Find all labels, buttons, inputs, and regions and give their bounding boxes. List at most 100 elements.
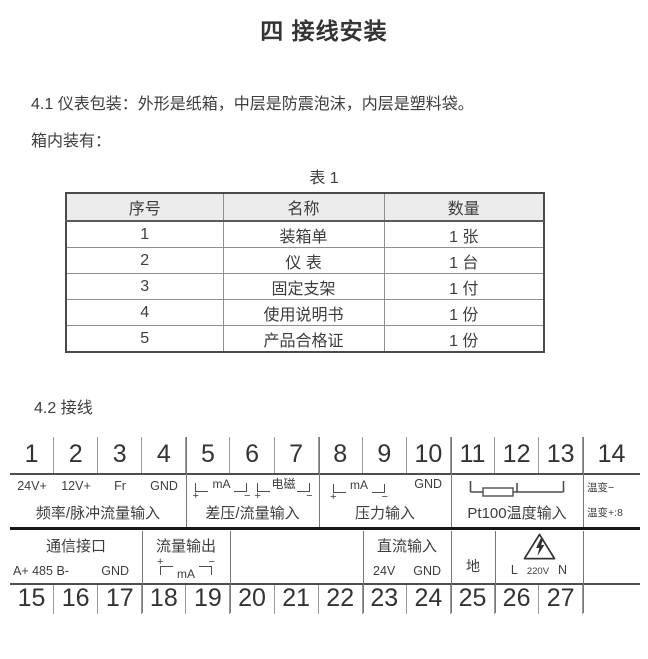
group-earth: 地: [451, 531, 495, 583]
corner-stroke: [160, 566, 173, 575]
header-quantity: 数量: [383, 192, 545, 222]
group-divider: [451, 437, 453, 527]
terminal-number: 20: [230, 584, 275, 614]
high-voltage-warning-icon: [523, 533, 555, 560]
voltage-label: 220V: [526, 566, 550, 577]
group-label: 差压/流量输入: [205, 505, 300, 522]
rs485-pins-label: A+ 485 B-: [13, 564, 69, 578]
group-divider: [583, 437, 585, 527]
table-cell: 5: [65, 325, 224, 353]
terminal-number: 24: [407, 584, 451, 614]
table-row: 3 固定支架 1 付: [65, 273, 545, 300]
group-pt100-input: Pt100温度输入: [451, 476, 583, 527]
plus-sign: +: [157, 556, 164, 568]
minus-sign: −: [306, 490, 313, 502]
terminal-number: 18: [142, 584, 187, 614]
gnd-pin-label: GND: [414, 477, 442, 491]
table-row: 5 产品合格证 1 份: [65, 325, 545, 353]
table-caption: 表 1: [309, 170, 339, 187]
terminal-number: 26: [495, 584, 540, 614]
group-label: 直流输入: [376, 538, 437, 555]
terminal-number: 19: [186, 584, 231, 614]
ma-label: mA: [350, 478, 368, 492]
ma-polarity-symbol: mA + −: [330, 478, 388, 503]
terminal-number: 5: [186, 437, 231, 473]
terminal-number: 2: [54, 437, 99, 473]
column-14-labels: 温变− 温变+:8: [583, 475, 640, 527]
ac-pin-row: L 220V N: [511, 563, 567, 577]
group-divider: [186, 437, 188, 527]
neutral-pin-label: N: [558, 563, 568, 577]
half-separator-line: [10, 527, 640, 530]
table-cell: 装箱单: [222, 220, 385, 248]
terminal-number: 10: [407, 437, 451, 473]
divider-line: [10, 473, 640, 475]
group-divider: [319, 437, 321, 527]
table-cell: 3: [65, 273, 224, 300]
packing-list-table: 序号 名称 数量 1 装箱单 1 张 2 仪 表 1 台 3 固定支架 1 付: [65, 192, 545, 353]
corner-stroke: [333, 484, 346, 493]
table-cell: 使用说明书: [222, 299, 385, 326]
table-cell: 1 份: [383, 325, 545, 353]
table-row: 1 装箱单 1 张: [65, 220, 545, 248]
header-serial: 序号: [65, 192, 224, 222]
ma-label: mA: [212, 477, 231, 491]
symbol-row: mA + − GND: [319, 476, 451, 503]
table-cell: 1 台: [383, 247, 545, 274]
gnd-pin-label: GND: [101, 564, 129, 578]
ma-label: mA: [177, 567, 195, 581]
table-cell: 1 付: [383, 273, 545, 300]
table-cell: 1: [65, 220, 224, 248]
packing-description-text: 4.1 仪表包装：外形是纸箱，中层是防震泡沫，内层是塑料袋。: [31, 96, 474, 113]
terminal-number: 21: [275, 584, 319, 614]
group-label: Pt100温度输入: [467, 505, 567, 522]
terminal-number: 25: [451, 584, 496, 614]
terminal-number: 9: [363, 437, 407, 473]
group-divider: [451, 531, 453, 613]
terminal-number: 14: [597, 440, 626, 468]
group-divider: [230, 531, 232, 613]
terminal-number: 3: [98, 437, 143, 473]
earth-label: 地: [466, 558, 480, 574]
top-terminal-number-row: 1 2 3 4 5 6 7 8 9 10 11 12 13 14: [10, 437, 640, 473]
group-dc-input: 直流输入 24V GND: [363, 531, 451, 583]
terminal-number: 6: [230, 437, 275, 473]
terminal-wiring-diagram: 1 2 3 4 5 6 7 8 9 10 11 12 13 14: [10, 437, 640, 619]
corner-stroke: [296, 483, 310, 492]
group-label: 频率/脉冲流量输入: [35, 505, 161, 522]
table-cell: 2: [65, 247, 224, 274]
terminal-number: 16: [54, 584, 99, 614]
group-divider: [142, 531, 144, 613]
group-divider: [495, 531, 497, 613]
empty-terminal-cell: [583, 585, 640, 614]
divider-line: [10, 583, 640, 585]
pin-label: Fr: [114, 479, 126, 493]
ma-polarity-symbol: mA + −: [192, 477, 250, 502]
table-cell: 产品合格证: [222, 325, 385, 353]
plus-sign: +: [330, 491, 337, 503]
temp-minus-label: 温变−: [587, 482, 615, 494]
terminal-number: 13: [539, 437, 584, 473]
pin-label: 24V: [373, 564, 396, 578]
pin-label: 12V+: [61, 479, 91, 493]
terminal-number: 1: [10, 437, 55, 473]
table-cell: 固定支架: [222, 273, 385, 300]
group-divider: [363, 531, 365, 613]
group-label: 压力输入: [354, 505, 415, 522]
header-name: 名称: [222, 192, 385, 222]
corner-stroke: [195, 483, 209, 492]
terminal-number: 7: [275, 437, 319, 473]
line-pin-label: L: [510, 563, 518, 577]
group-frequency-pulse-input: 24V+ 12V+ Fr GND 频率/脉冲流量输入: [10, 476, 186, 527]
temp-plus-label: 温变+:8: [587, 507, 623, 519]
symbol-row: mA + − 电磁 + −: [192, 477, 313, 502]
minus-sign: −: [208, 556, 215, 568]
plus-sign: +: [192, 490, 199, 502]
corner-stroke: [234, 483, 248, 492]
em-label: 电磁: [271, 477, 296, 491]
corner-stroke: [257, 483, 271, 492]
terminal-number: 17: [98, 584, 143, 614]
minus-sign: −: [381, 491, 388, 503]
table-row: 2 仪 表 1 台: [65, 247, 545, 274]
